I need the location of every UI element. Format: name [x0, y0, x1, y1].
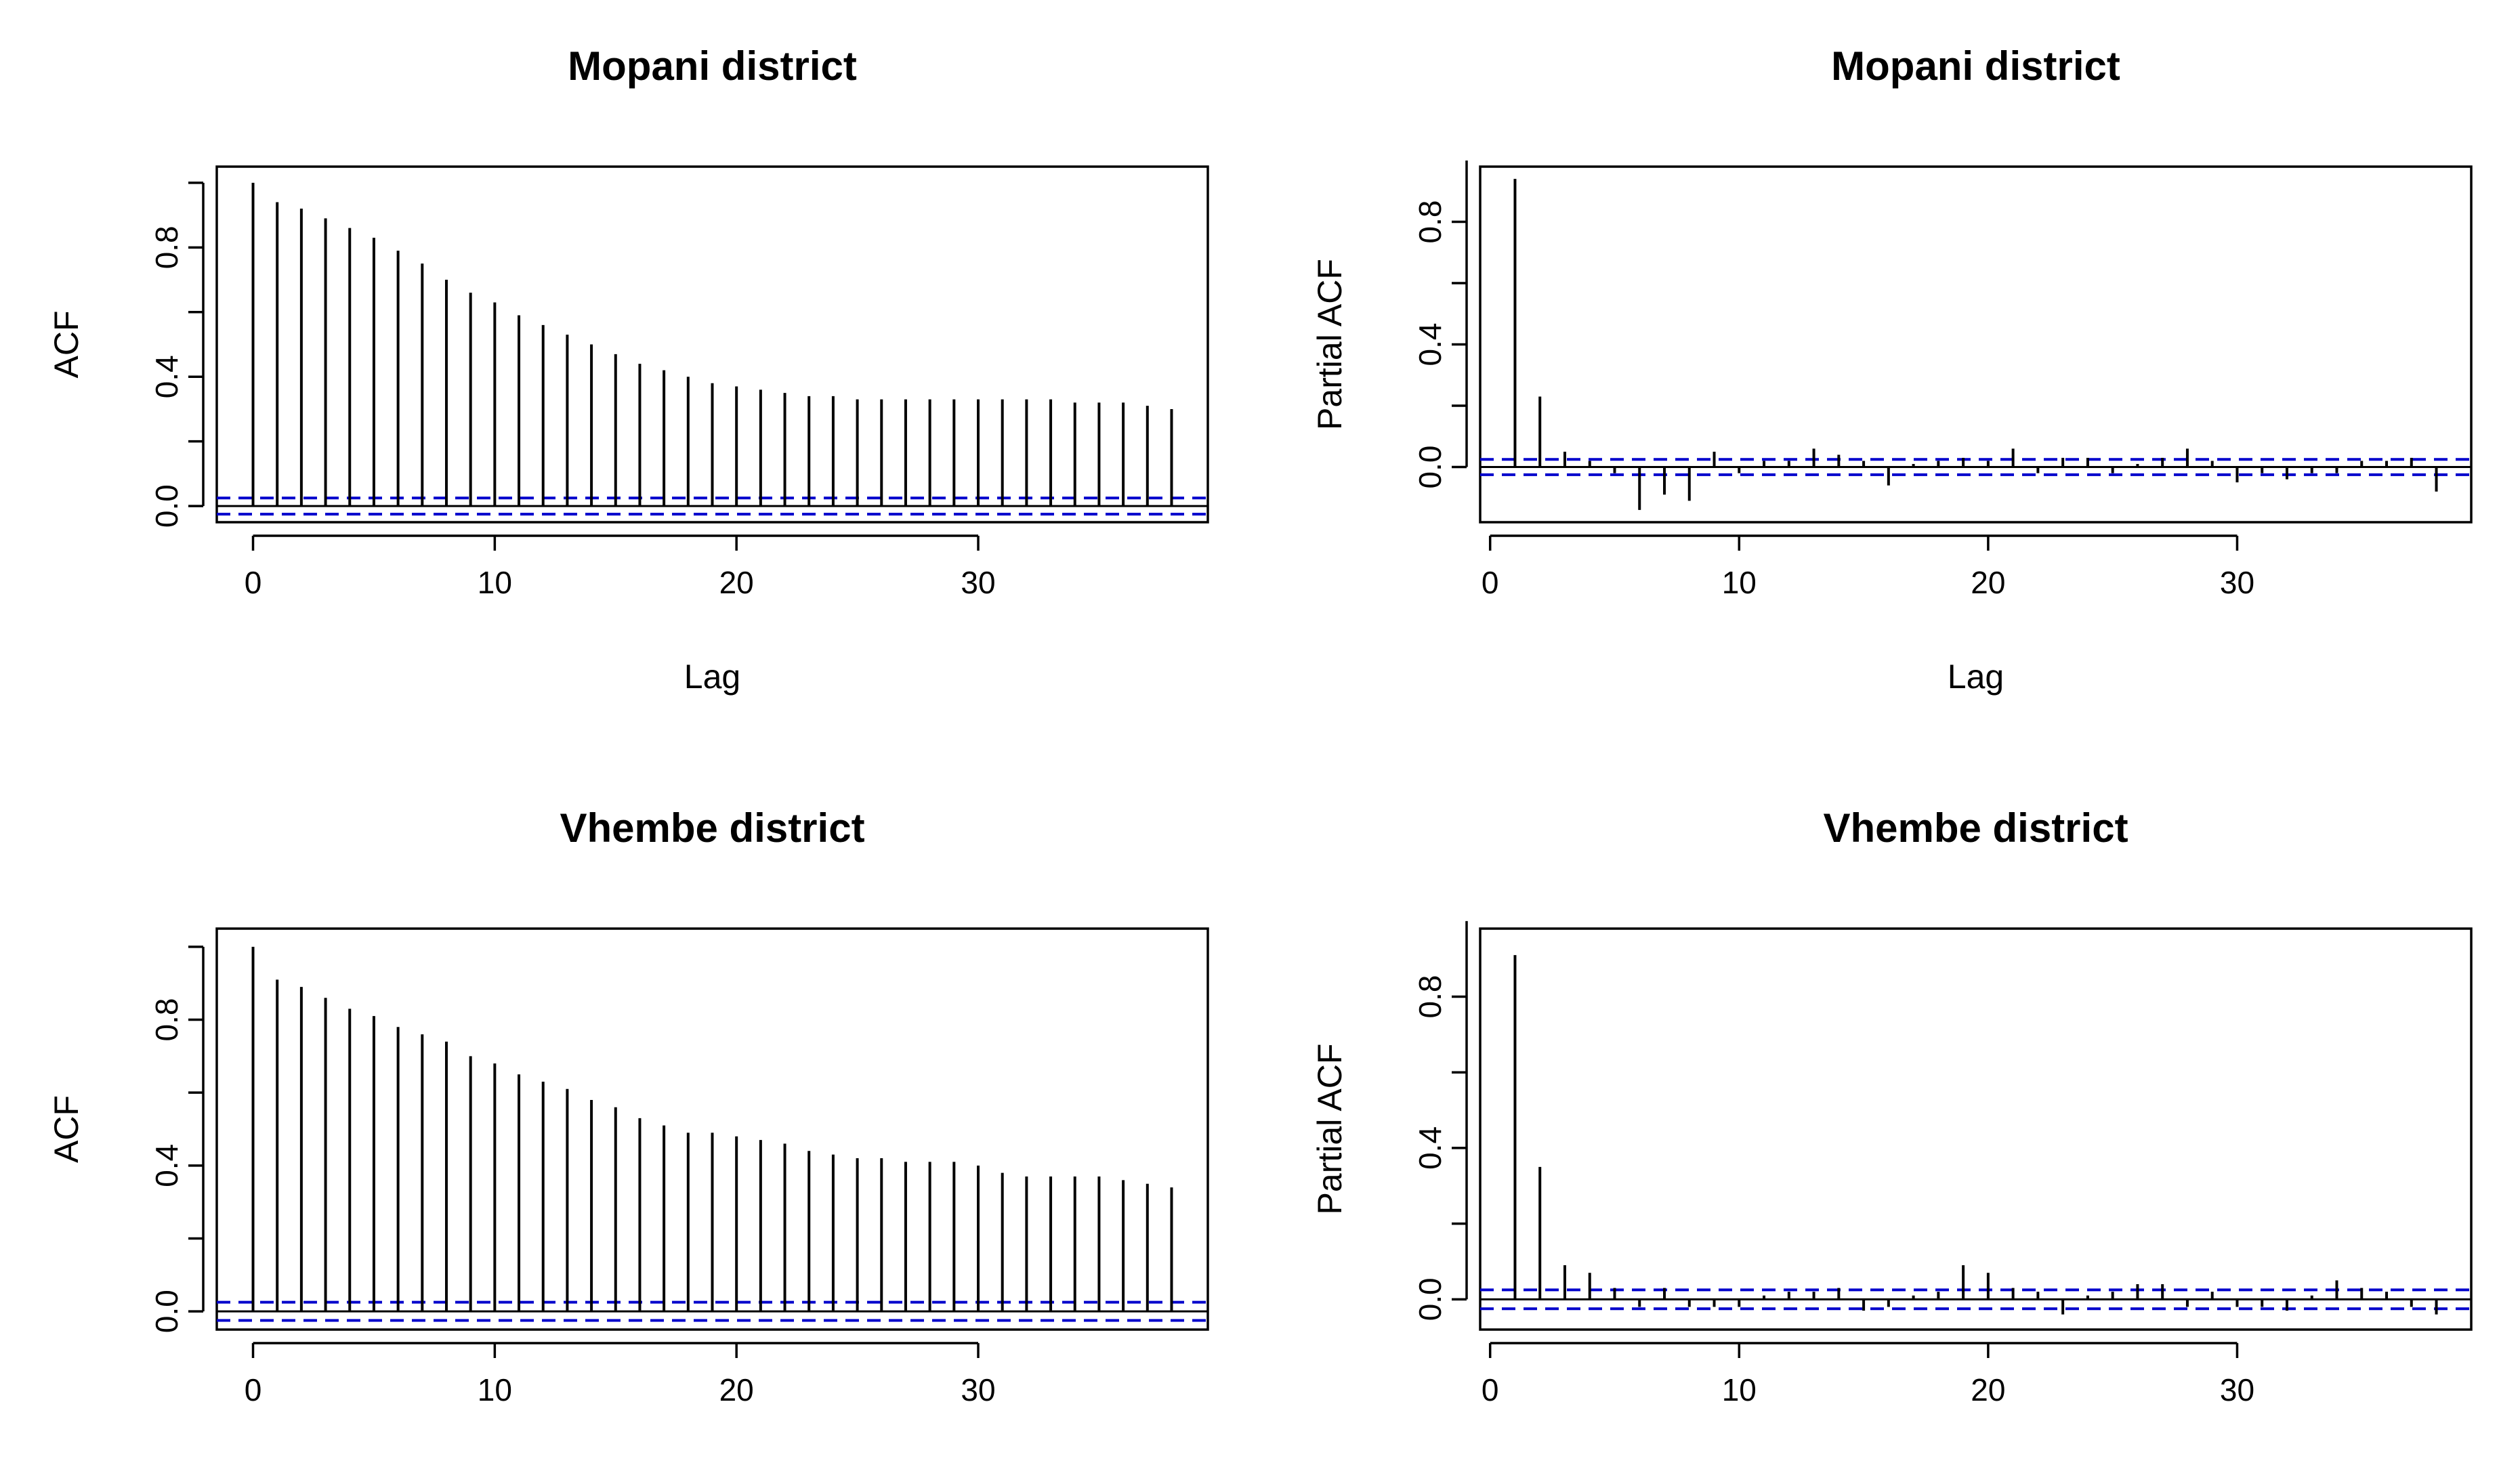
- mopani-pacf-title: Mopani district: [1831, 43, 2120, 89]
- mopani-pacf-plot-frame: [1479, 165, 2473, 524]
- mopani-acf-y-tick-label-0.8: 0.8: [149, 226, 184, 269]
- vhembe-acf-x-tick-label-0: 0: [245, 1372, 262, 1407]
- vhembe-acf-y-tick-label-0.4: 0.4: [149, 1144, 184, 1187]
- vhembe-pacf-plot-frame: [1479, 927, 2473, 1331]
- mopani-acf-panel: Mopani district 0 10 20 30 Lag 0.0 0.4 0.8 ACF: [47, 43, 1209, 696]
- mopani-pacf-y-tick-label-0.8: 0.8: [1412, 200, 1448, 243]
- mopani-pacf-x-tick-label-10: 10: [1722, 565, 1757, 600]
- mopani-acf-x-tick-label-20: 20: [719, 565, 754, 600]
- mopani-acf-y-tick-label-0.4: 0.4: [149, 355, 184, 398]
- mopani-pacf-y-tick-label-0.0: 0.0: [1412, 446, 1448, 489]
- vhembe-acf-x-tick-label-30: 30: [961, 1372, 995, 1407]
- vhembe-acf-title: Vhembe district: [560, 805, 864, 851]
- mopani-pacf-x-tick-label-0: 0: [1482, 565, 1499, 600]
- vhembe-pacf-x-tick-label-20: 20: [1971, 1372, 2005, 1407]
- vhembe-acf-y-label: ACF: [47, 1095, 85, 1163]
- vhembe-acf-plot-frame: [215, 927, 1209, 1331]
- vhembe-pacf-y-label: Partial ACF: [1311, 1044, 1349, 1215]
- mopani-pacf-y-tick-label-0.4: 0.4: [1412, 323, 1448, 366]
- vhembe-pacf-y-tick-label-0.8: 0.8: [1412, 975, 1448, 1019]
- vhembe-pacf-x-tick-label-10: 10: [1722, 1372, 1757, 1407]
- vhembe-acf-y-tick-label-0.0: 0.0: [149, 1290, 184, 1333]
- vhembe-acf-y-tick-label-0.8: 0.8: [149, 998, 184, 1042]
- vhembe-acf-x-tick-label-10: 10: [478, 1372, 512, 1407]
- mopani-acf-y-tick-label-0.0: 0.0: [149, 484, 184, 528]
- mopani-acf-x-label: Lag: [684, 658, 740, 696]
- mopani-pacf-x-tick-label-20: 20: [1971, 565, 2005, 600]
- mopani-pacf-x-label: Lag: [1948, 658, 2004, 696]
- mopani-pacf-y-label: Partial ACF: [1311, 259, 1349, 430]
- mopani-acf-x-tick-label-0: 0: [245, 565, 262, 600]
- vhembe-pacf-panel: Vhembe district0102030Lag0.00.40.8Partia…: [1311, 805, 2473, 1407]
- mopani-pacf-x-tick-label-30: 30: [2220, 565, 2254, 600]
- mopani-acf-x-tick-label-10: 10: [478, 565, 512, 600]
- vhembe-pacf-x-tick-label-0: 0: [1482, 1372, 1499, 1407]
- vhembe-pacf-x-tick-label-30: 30: [2220, 1372, 2254, 1407]
- vhembe-pacf-y-tick-label-0.0: 0.0: [1412, 1277, 1448, 1321]
- mopani-acf-x-tick-label-30: 30: [961, 565, 995, 600]
- vhembe-acf-x-tick-label-20: 20: [719, 1372, 754, 1407]
- mopani-acf-title: Mopani district: [568, 43, 857, 89]
- vhembe-pacf-y-tick-label-0.4: 0.4: [1412, 1126, 1448, 1170]
- mopani-pacf-panel: Mopani district 0 10 20 30 Lag 0.0 0.4 0.8 Partia…: [1311, 43, 2473, 696]
- vhembe-pacf-title: Vhembe district: [1823, 805, 2128, 851]
- mopani-acf-y-label: ACF: [47, 311, 85, 379]
- mopani-acf-plot-frame: [215, 165, 1209, 524]
